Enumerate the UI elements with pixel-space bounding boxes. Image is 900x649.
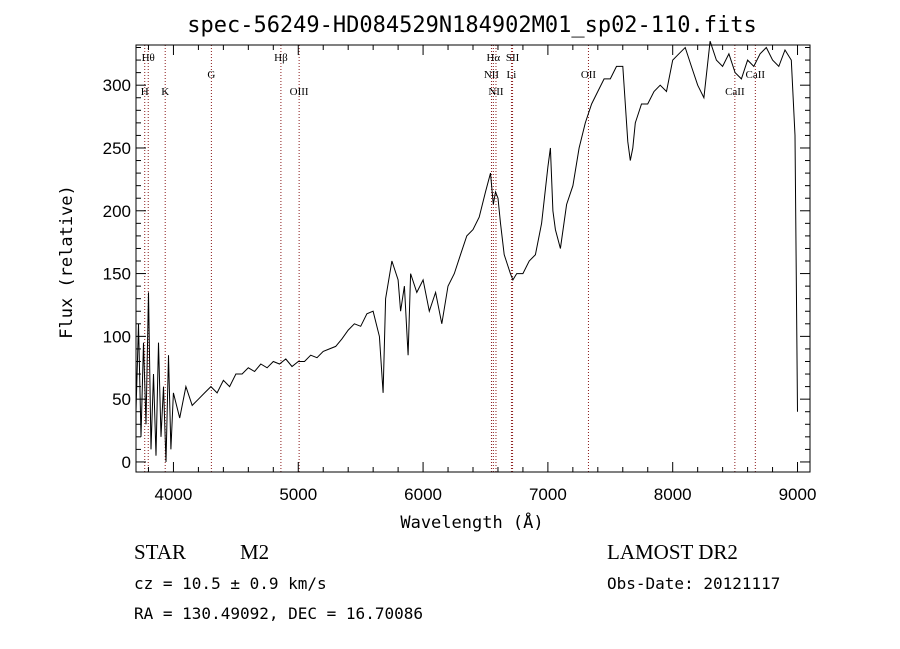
x-tick-label-0: 4000 [155, 485, 193, 504]
x-tick-label-2: 6000 [404, 485, 442, 504]
line-marker-label-1: H [141, 86, 149, 98]
line-marker-label-4: Hβ [274, 52, 288, 64]
redshift-velocity: cz = 10.5 ± 0.9 km/s [134, 574, 327, 593]
y-tick-label-3: 150 [103, 265, 131, 284]
object-subclass: M2 [240, 540, 269, 564]
line-marker-label-9: Li [507, 69, 517, 81]
object-class: STAR [134, 540, 186, 564]
y-axis-ticks: 0 50 100 150 200 250 300 [103, 47, 810, 472]
line-marker-label-11: OII [581, 69, 597, 81]
chart-title: spec-56249-HD084529N184902M01_sp02-110.f… [187, 13, 757, 38]
observation-date: Obs-Date: 20121117 [607, 574, 780, 593]
y-axis-label: Flux (relative) [57, 185, 77, 339]
x-axis-label: Wavelength (Å) [400, 511, 543, 533]
line-marker-label-5: OIII [290, 86, 309, 98]
line-marker-label-8: NII [484, 69, 500, 81]
spectrum-series-line [135, 41, 798, 463]
line-marker-label-13: CaII [746, 69, 766, 81]
plot-frame [135, 44, 811, 473]
line-marker-label-2: K [161, 86, 169, 98]
x-axis-ticks: 4000 5000 6000 7000 8000 9000 [147, 45, 817, 504]
x-tick-label-1: 5000 [279, 485, 317, 504]
line-marker-label-12: CaII [725, 86, 745, 98]
x-tick-label-5: 9000 [779, 485, 817, 504]
line-marker-label-10: NII [488, 86, 504, 98]
y-tick-label-1: 50 [112, 390, 131, 409]
y-tick-label-4: 200 [103, 202, 131, 221]
x-tick-label-3: 7000 [529, 485, 567, 504]
y-tick-label-2: 100 [103, 327, 131, 346]
x-tick-label-4: 8000 [654, 485, 692, 504]
y-tick-label-5: 250 [103, 139, 131, 158]
y-tick-label-0: 0 [122, 453, 131, 472]
coordinates: RA = 130.49092, DEC = 16.70086 [134, 604, 423, 623]
line-marker-label-3: G [207, 69, 215, 81]
survey-name: LAMOST DR2 [607, 540, 738, 564]
spectral-line-markers [144, 45, 756, 472]
line-marker-label-7: SII [506, 52, 520, 64]
line-marker-label-0: Hθ [142, 52, 155, 64]
line-marker-label-6: Hα [486, 52, 500, 64]
y-tick-label-6: 300 [103, 76, 131, 95]
